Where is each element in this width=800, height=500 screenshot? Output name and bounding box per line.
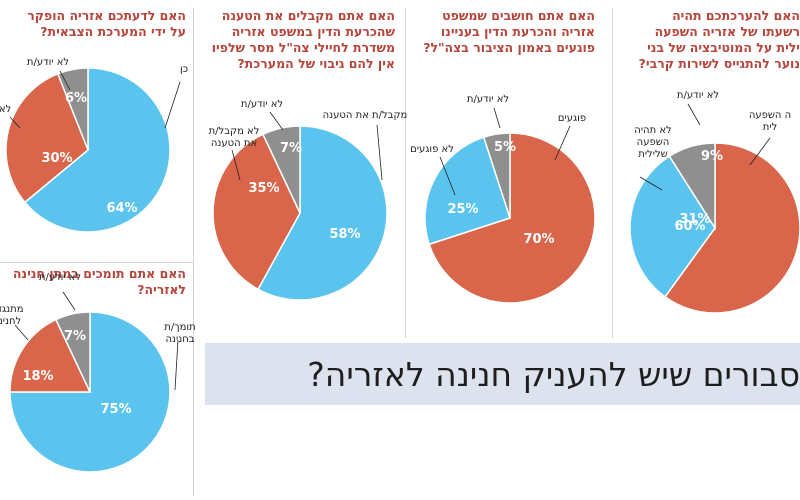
leader-line <box>174 339 179 391</box>
pie-percent-label: 25% <box>447 202 478 217</box>
pie-slice <box>5 72 89 204</box>
pie-category-label: פוגעים <box>558 113 586 124</box>
chart-title-line: האם להערכתכם תהיה <box>672 8 800 23</box>
pie-slice <box>629 155 716 298</box>
divider-4 <box>0 262 193 263</box>
chart-title-3: האם אתם מקבלים את הטענה שהכרעת הדין במשפ… <box>205 8 395 72</box>
leader-line <box>554 125 571 161</box>
pie-percent-label: 75% <box>100 402 131 417</box>
pie-percent-label: 70% <box>523 232 554 247</box>
pie-slice <box>23 67 171 233</box>
pie-slice <box>663 142 800 314</box>
pie-category-label: תומך/ת <box>164 322 195 333</box>
leader-line <box>9 116 21 129</box>
banner-question: סבורים שיש להעניק חנינה לאזריה? <box>307 355 800 394</box>
divider-1 <box>193 8 194 496</box>
pie-percent-label: 7% <box>64 329 86 344</box>
pie-category-label: לא תהיה <box>634 125 671 136</box>
pie-slice <box>428 132 596 304</box>
pie-percent-label: 18% <box>22 369 53 384</box>
leader-line <box>62 291 76 311</box>
pie-category-label: לא יודע/ת <box>677 90 719 101</box>
pie-slice <box>261 125 301 214</box>
leader-line <box>639 176 663 191</box>
pie-slice <box>257 125 388 301</box>
chart-title-line: על ידי המערכת הצבאית? <box>40 24 186 39</box>
leader-line <box>14 324 29 341</box>
pie-slice <box>482 132 511 219</box>
pie-percent-label: 31% <box>679 212 710 227</box>
pie-category-label: מקבל/ת את הטענה <box>323 110 408 121</box>
pie-category-label: את הטענה <box>211 138 257 149</box>
pie-percent-label: 5% <box>494 140 516 155</box>
chart-title-line: פוגעים באמון הציבור בצה"ל? <box>423 40 595 55</box>
chart-title-line: לאזריה? <box>137 282 186 297</box>
pie-slice <box>54 311 91 393</box>
leader-line <box>376 124 383 181</box>
pie-category-label: לא יודע/ת <box>39 272 81 283</box>
pie-percent-label: 35% <box>248 181 279 196</box>
pie-category-label: לחנינ <box>0 316 21 327</box>
chart-title-line: האם אתם תומכים במתן חנינה <box>12 266 186 281</box>
chart-title-line: שהכרעת הדין במשפט אזריה <box>231 24 395 39</box>
pie-category-label: לא פוגעים <box>410 144 454 155</box>
pie-category-label: לא יודע/ת <box>241 99 283 110</box>
pie-category-label: לית <box>763 122 778 133</box>
pie-slice <box>212 133 301 291</box>
chart-title-line: ילית על המוטיבציה של בני <box>647 40 800 55</box>
pie-percent-label: 6% <box>65 91 87 106</box>
chart-title-line: האם לדעתכם אזריה הופקר <box>27 8 186 23</box>
chart-title-4: האם לדעתכם אזריה הופקר על ידי המערכת הצב… <box>0 8 186 40</box>
chart-title-line: האם אתם מקבלים את הטענה <box>221 8 395 23</box>
pie-slice <box>668 142 716 231</box>
chart-title-5: האם אתם תומכים במתן חנינה לאזריה? <box>0 266 186 298</box>
pie-category-label: ה השפעה <box>749 110 791 121</box>
pie-category-label: לא <box>0 104 11 115</box>
pie-slice <box>9 318 92 393</box>
chart-title-line: אין להם גיבוי של המערכת? <box>237 56 395 71</box>
chart-title-line: נוער להתגייס לשירות קרבי? <box>638 56 800 71</box>
pie-percent-label: 58% <box>329 227 360 242</box>
pie-category-label: שלילית <box>638 149 668 160</box>
pie-category-label: לא מקבל/ת <box>209 126 260 137</box>
divider-3 <box>612 8 613 338</box>
divider-2 <box>405 8 406 338</box>
pie-slice <box>424 136 511 246</box>
pie-percent-label: 9% <box>701 149 723 164</box>
pie-category-label: השפעה <box>637 137 670 148</box>
chart-title-1: האם להערכתכם תהיה רשעתו של אזריה השפעה י… <box>600 8 800 72</box>
pie-percent-label: 30% <box>41 151 72 166</box>
pie-category-label: מתנגד <box>0 304 23 315</box>
leader-line <box>493 107 501 129</box>
pie-slice <box>56 67 89 151</box>
pie-percent-label: 64% <box>106 201 137 216</box>
pie-category-label: לא יודע/ת <box>27 57 69 68</box>
pie-category-label: כן <box>180 64 188 75</box>
leader-line <box>59 70 71 91</box>
pie-category-label: לא יודע/ת <box>467 94 509 105</box>
chart-title-2: האם אתם חושבים שמשפט אזריה והכרעת הדין ב… <box>415 8 595 56</box>
pie-percent-label: 7% <box>280 141 302 156</box>
pie-percent-label: 60% <box>674 219 705 234</box>
leader-line <box>439 156 456 196</box>
leader-line <box>269 111 284 131</box>
leader-line <box>231 149 241 181</box>
pie-category-label: בחנינה <box>165 334 194 345</box>
leader-line <box>164 81 181 129</box>
chart-title-line: האם אתם חושבים שמשפט <box>442 8 595 23</box>
leader-line <box>749 137 771 166</box>
chart-title-line: אזריה והכרעת הדין בעניינו <box>440 24 595 39</box>
chart-title-line: רשעתו של אזריה השפעה <box>654 24 800 39</box>
chart-title-line: משדרת לחיילי צה"ל מסר שלפיו <box>211 40 395 55</box>
leader-line <box>687 103 701 126</box>
banner-background <box>205 343 800 405</box>
